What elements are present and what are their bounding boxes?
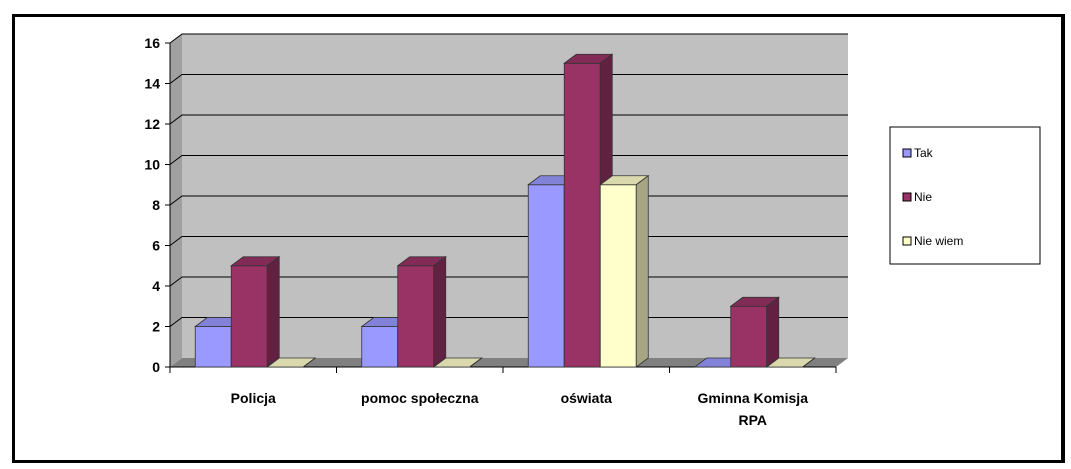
x-category-label: RPA <box>738 412 767 428</box>
y-tick-label: 0 <box>152 359 160 375</box>
gridline <box>169 74 848 84</box>
y-tick-label: 12 <box>144 116 160 132</box>
y-tick-label: 16 <box>144 35 160 51</box>
legend-label: Nie <box>914 190 932 204</box>
y-tick-label: 14 <box>144 76 160 92</box>
bar-nie-wiem-2 <box>599 174 650 368</box>
legend-swatch <box>902 148 912 158</box>
y-tick-label: 4 <box>152 278 160 294</box>
bar-nie-wiem-0 <box>266 357 317 368</box>
bar-nie-0 <box>230 255 281 368</box>
legend-swatch <box>902 192 912 202</box>
x-category-label: Policja <box>231 390 276 406</box>
gridline <box>169 114 848 125</box>
plot-floor <box>170 358 848 367</box>
y-tick-label: 8 <box>152 197 160 213</box>
bar-nie-1 <box>396 255 447 368</box>
gridline <box>169 155 848 165</box>
legend: Tak Nie Nie wiem <box>889 126 1041 265</box>
legend-box <box>889 126 1041 265</box>
y-tick-label: 2 <box>152 319 160 335</box>
x-category-label: pomoc społeczna <box>361 390 479 406</box>
y-tick-label: 6 <box>152 238 160 254</box>
bar-nie-wiem-3 <box>765 357 816 368</box>
legend-swatch <box>902 236 912 246</box>
legend-label: Tak <box>914 146 934 160</box>
y-tick-label: 10 <box>144 157 160 173</box>
gridline <box>169 33 848 44</box>
x-category-label: oświata <box>561 390 613 406</box>
legend-label: Nie wiem <box>914 234 963 248</box>
bar-nie-wiem-1 <box>432 357 483 368</box>
bar-nie-3 <box>729 296 780 368</box>
x-category-label: Gminna Komisja <box>698 390 809 406</box>
